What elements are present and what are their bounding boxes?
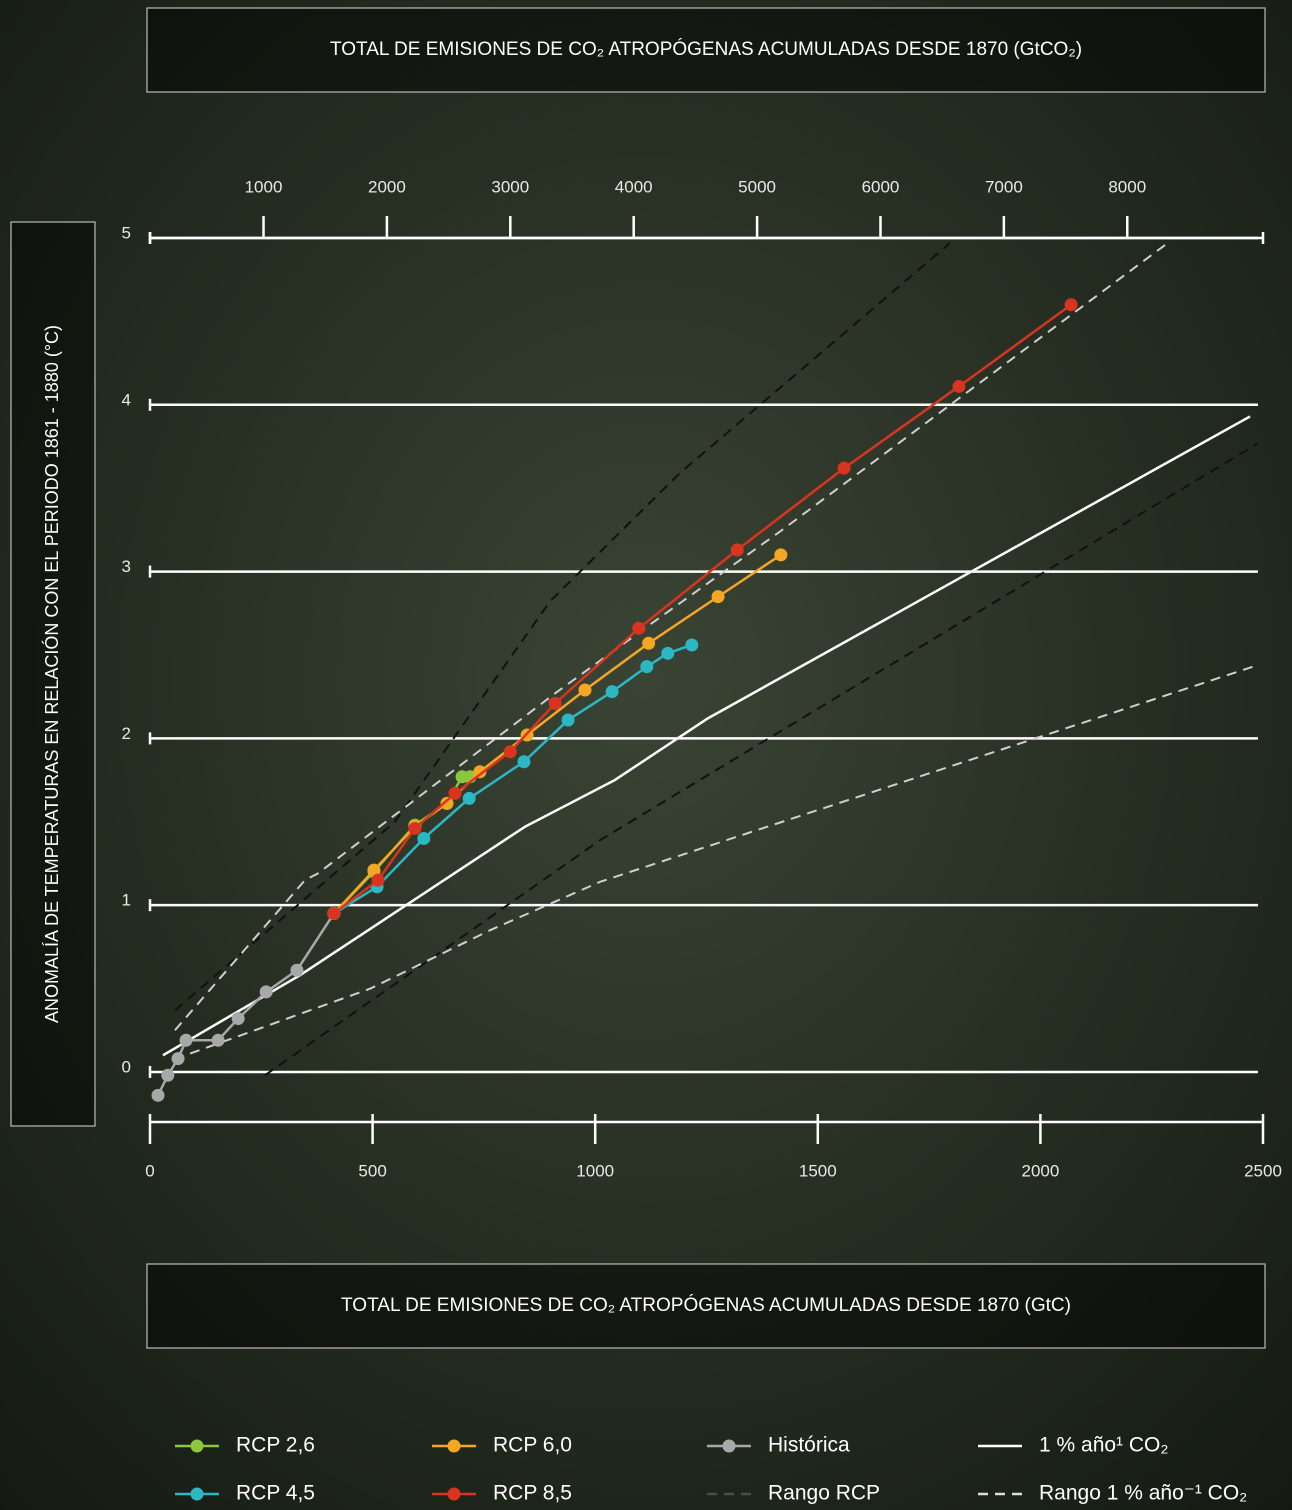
data-point bbox=[448, 786, 462, 800]
data-point bbox=[171, 1052, 185, 1066]
legend-label: 1 % año¹ CO₂ bbox=[1039, 1434, 1169, 1457]
data-point bbox=[561, 713, 575, 727]
legend-label: RCP 2,6 bbox=[236, 1434, 315, 1457]
y-tick-label: 2 bbox=[122, 724, 131, 743]
data-point bbox=[290, 963, 304, 977]
data-point bbox=[548, 696, 562, 710]
data-point bbox=[473, 765, 487, 779]
x2-tick-label: 1000 bbox=[245, 177, 283, 196]
data-point bbox=[211, 1033, 225, 1047]
legend-marker bbox=[190, 1439, 204, 1453]
x-tick-label: 0 bbox=[145, 1161, 154, 1180]
x2-tick-label: 4000 bbox=[615, 177, 653, 196]
x-tick-label: 1500 bbox=[799, 1161, 837, 1180]
data-point bbox=[685, 638, 699, 652]
data-point bbox=[440, 796, 454, 810]
chart-title: TOTAL DE EMISIONES DE CO₂ ATROPÓGENAS AC… bbox=[330, 38, 1082, 60]
y-label-box bbox=[10, 221, 96, 1127]
y-tick-label: 4 bbox=[122, 390, 131, 409]
data-point bbox=[578, 683, 592, 697]
data-point bbox=[503, 745, 517, 759]
x-tick-label: 2500 bbox=[1244, 1161, 1282, 1180]
data-point bbox=[367, 863, 381, 877]
data-point bbox=[632, 621, 646, 635]
x2-tick-label: 2000 bbox=[368, 177, 406, 196]
x2-tick-label: 5000 bbox=[738, 177, 776, 196]
data-point bbox=[179, 1033, 193, 1047]
legend-label: Rango RCP bbox=[768, 1482, 880, 1505]
data-point bbox=[837, 461, 851, 475]
data-point bbox=[231, 1012, 245, 1026]
x2-tick-label: 7000 bbox=[985, 177, 1023, 196]
legend-label: RCP 6,0 bbox=[493, 1434, 572, 1457]
top-title-box bbox=[146, 7, 1266, 93]
legend-marker bbox=[447, 1487, 461, 1501]
legend-marker bbox=[722, 1439, 736, 1453]
data-point bbox=[774, 548, 788, 562]
series-line-lower bbox=[264, 442, 1259, 1077]
y-tick-label: 3 bbox=[122, 557, 131, 576]
series-line bbox=[162, 415, 1251, 1057]
data-point bbox=[730, 543, 744, 557]
y-axis-label: ANOMALÍA DE TEMPERATURAS EN RELACIÓN CON… bbox=[41, 325, 62, 1023]
data-point bbox=[605, 685, 619, 699]
series-line bbox=[174, 243, 1167, 1031]
data-point bbox=[517, 755, 531, 769]
x-axis-label: TOTAL DE EMISIONES DE CO₂ ATROPÓGENAS AC… bbox=[341, 1294, 1071, 1316]
y-tick-label: 5 bbox=[122, 223, 131, 242]
data-point bbox=[1064, 298, 1078, 312]
legend-label: RCP 8,5 bbox=[493, 1482, 572, 1505]
y-tick-label: 1 bbox=[122, 891, 131, 910]
data-point bbox=[259, 985, 273, 999]
series-line bbox=[333, 643, 693, 915]
legend-marker bbox=[190, 1487, 204, 1501]
x2-tick-label: 3000 bbox=[491, 177, 529, 196]
x2-tick-label: 6000 bbox=[862, 177, 900, 196]
series-line-lower bbox=[189, 664, 1259, 1055]
data-point bbox=[371, 873, 385, 887]
bottom-title-box bbox=[146, 1263, 1266, 1349]
legend-marker bbox=[447, 1439, 461, 1453]
data-point bbox=[161, 1068, 175, 1082]
data-point bbox=[642, 636, 656, 650]
data-point bbox=[952, 379, 966, 393]
data-point bbox=[408, 821, 422, 835]
legend-label: Histórica bbox=[768, 1434, 850, 1457]
legend-label: RCP 4,5 bbox=[236, 1482, 315, 1505]
data-point bbox=[640, 660, 654, 674]
x-tick-label: 1000 bbox=[576, 1161, 614, 1180]
data-point bbox=[417, 831, 431, 845]
series-line bbox=[174, 242, 951, 1012]
y-tick-label: 0 bbox=[122, 1057, 131, 1076]
data-point bbox=[661, 646, 675, 660]
data-point bbox=[462, 791, 476, 805]
series-line bbox=[332, 553, 782, 915]
x-tick-label: 2000 bbox=[1021, 1161, 1059, 1180]
data-point bbox=[151, 1088, 165, 1102]
data-point bbox=[711, 590, 725, 604]
legend-label: Rango 1 % año⁻¹ CO₂ bbox=[1039, 1482, 1247, 1505]
x2-tick-label: 8000 bbox=[1108, 177, 1146, 196]
data-point bbox=[327, 907, 341, 921]
x-tick-label: 500 bbox=[358, 1161, 386, 1180]
